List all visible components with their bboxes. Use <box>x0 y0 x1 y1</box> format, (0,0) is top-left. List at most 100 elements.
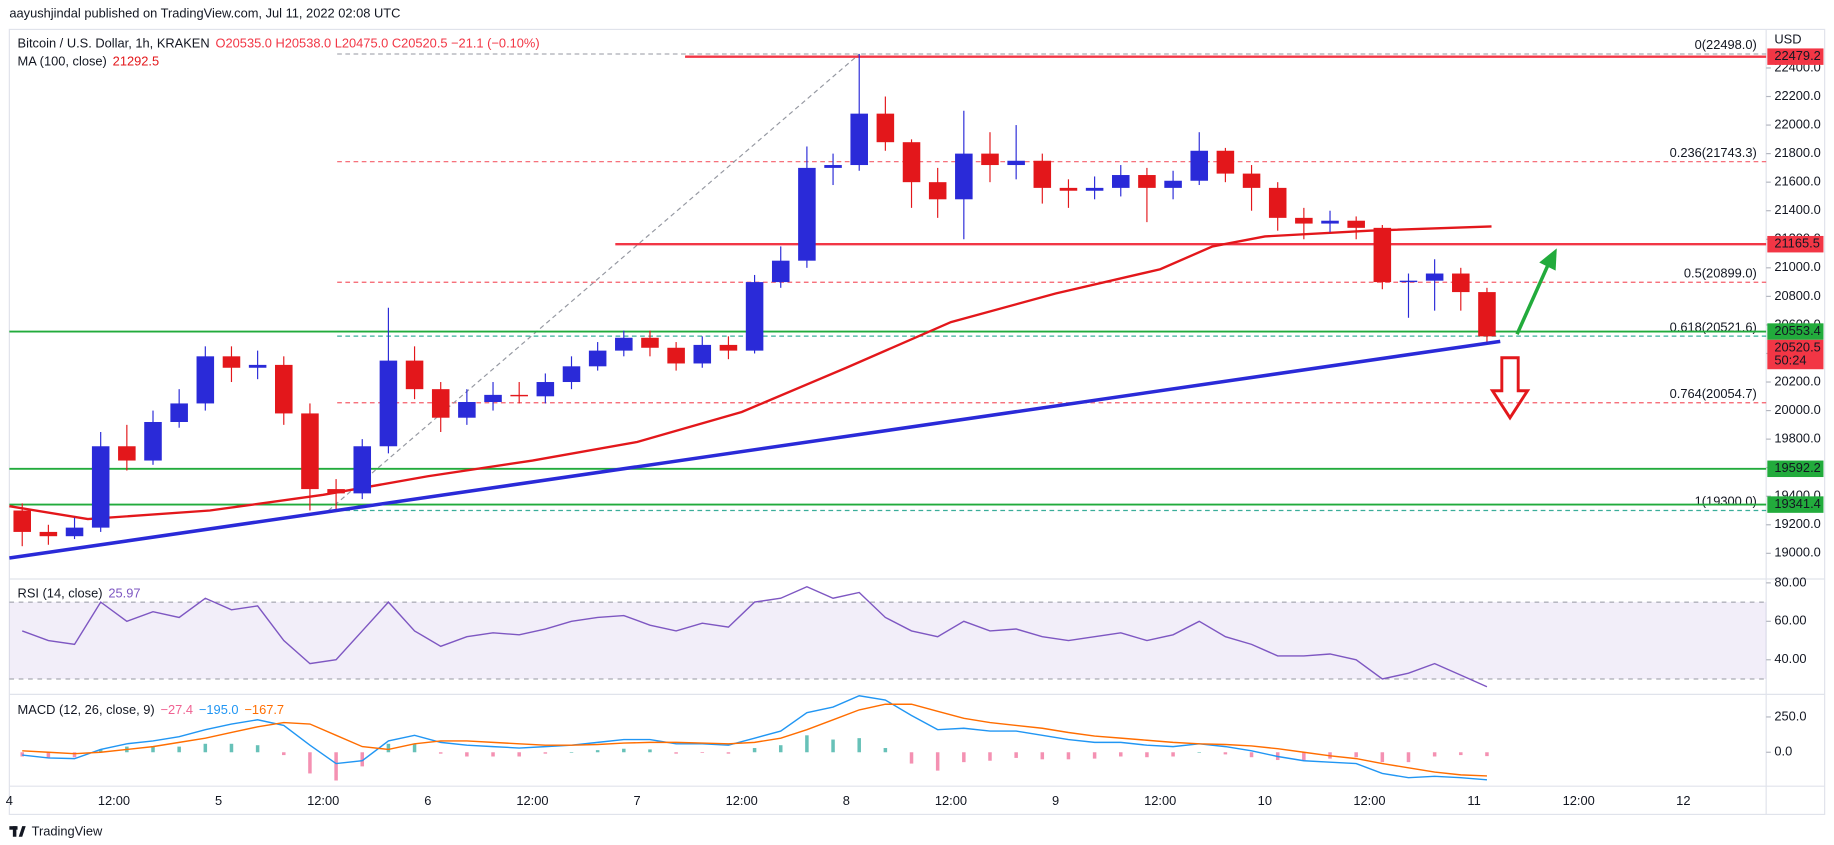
candle-body <box>196 356 215 404</box>
level-box <box>1767 235 1824 253</box>
histogram-bar <box>255 745 260 753</box>
candle-body <box>1138 175 1156 188</box>
y-tick-label: 22000.0 <box>1774 116 1820 131</box>
candle-body <box>771 260 790 283</box>
candle-body <box>1295 217 1313 224</box>
x-tick-label: 10 <box>1258 793 1272 808</box>
histogram-bar <box>386 743 391 753</box>
histogram-bar <box>1119 752 1123 757</box>
histogram-bar <box>883 748 888 753</box>
y-tick-label: 21800.0 <box>1774 145 1820 160</box>
fib-label: 0.764(20054.7) <box>1670 386 1757 401</box>
level-box <box>1767 496 1824 513</box>
histogram-bar <box>412 743 417 753</box>
candle-body <box>1059 187 1078 191</box>
histogram-bar <box>700 752 705 753</box>
level-box <box>1767 48 1824 65</box>
histogram-bar <box>805 735 809 753</box>
candle-body <box>1452 273 1470 293</box>
candle-body <box>458 402 476 418</box>
ohlc-high: H20538.0 <box>275 36 331 51</box>
level-box-label: 21165.5 <box>1774 236 1819 251</box>
fib-label: 0.618(20521.6) <box>1670 319 1757 334</box>
macd-legend: MACD (12, 26, close, 9) −27.4 −195.0 −167.7 <box>18 702 285 717</box>
histogram-bar <box>1432 752 1437 757</box>
candle-body <box>1111 175 1130 188</box>
ohlc-low: L20475.0 <box>335 36 389 51</box>
logo-part <box>18 826 26 837</box>
candle-body <box>301 413 319 490</box>
candle-body <box>484 394 502 403</box>
candle-body <box>431 389 450 418</box>
ma-legend: MA (100, close) 21292.5 <box>18 54 160 69</box>
candle-body <box>405 360 424 390</box>
histogram-bar <box>360 752 365 767</box>
histogram-bar <box>46 752 51 758</box>
histogram-bar <box>1354 752 1358 758</box>
histogram-bar <box>831 739 835 753</box>
x-tick-label: 5 <box>215 793 222 808</box>
candle-body <box>1164 180 1182 188</box>
histogram-bar <box>334 752 338 781</box>
x-tick-label: 12:00 <box>1353 793 1385 808</box>
fib-label: 0.5(20899.0) <box>1684 265 1757 280</box>
moving-average <box>9 225 1492 521</box>
symbol-legend: Bitcoin / U.S. Dollar, 1h, KRAKEN O20535.… <box>18 36 540 51</box>
candle-body <box>170 403 188 422</box>
histogram-bar <box>465 752 469 757</box>
y-tick-label: 20200.0 <box>1774 373 1820 388</box>
level-box-label: 22479.2 <box>1774 48 1820 63</box>
histogram-bar <box>1092 752 1097 759</box>
logo-part <box>12 826 17 837</box>
candle-body <box>1373 227 1392 283</box>
candle-body <box>13 510 31 532</box>
last-price-box <box>1767 339 1824 370</box>
frame <box>8 28 1826 815</box>
y-tick-label: 21400.0 <box>1774 202 1820 217</box>
rsi-legend: RSI (14, close) 25.97 <box>18 586 141 601</box>
histogram-bar <box>1223 752 1228 755</box>
candle-body <box>824 165 842 168</box>
currency-label: USD <box>1774 31 1801 46</box>
down-arrow <box>1489 356 1531 421</box>
y-tick-label: 21600.0 <box>1774 174 1820 189</box>
countdown-label: 50:24 <box>1774 352 1806 367</box>
x-tick-label: 12 <box>1676 793 1690 808</box>
candle-body <box>39 531 58 537</box>
candle-body <box>510 394 528 397</box>
fib-label: 0(22498.0) <box>1695 37 1757 52</box>
x-tick-label: 12:00 <box>516 793 548 808</box>
level-box <box>1767 460 1824 478</box>
trend-line <box>9 339 1501 560</box>
ma-title: MA (100, close) <box>18 54 107 69</box>
candle-body <box>902 142 921 183</box>
x-tick-label: 12:00 <box>935 793 967 808</box>
candle-body <box>719 344 738 351</box>
symbol-title: Bitcoin / U.S. Dollar, 1h, KRAKEN <box>18 36 210 51</box>
level-box-label: 20553.4 <box>1774 323 1820 338</box>
up-arrow <box>1515 248 1557 335</box>
candle-body <box>693 344 712 364</box>
publish-info: aayushjindal published on TradingView.co… <box>9 6 400 21</box>
histogram-bar <box>1171 752 1175 757</box>
histogram-bar <box>517 752 521 757</box>
x-tick-label: 8 <box>843 793 850 808</box>
y-tick-label: 0.0 <box>1774 744 1792 759</box>
histogram-bar <box>595 750 600 753</box>
candle-body <box>981 153 999 166</box>
histogram-bar <box>1249 752 1254 758</box>
histogram-bar <box>72 752 77 758</box>
candle-body <box>327 489 345 494</box>
up-arrow-shaft <box>1515 262 1551 335</box>
histogram-bar <box>98 749 103 753</box>
candle-body <box>536 382 555 397</box>
candle-body <box>222 356 241 368</box>
y-tick-label: 19000.0 <box>1774 545 1820 560</box>
candle-body <box>1321 220 1339 224</box>
histogram-bar <box>229 743 234 753</box>
level-box-label: 19592.2 <box>1774 460 1820 475</box>
candle-body <box>1007 160 1025 166</box>
histogram-bar <box>1197 752 1201 753</box>
candle-body <box>353 446 372 494</box>
